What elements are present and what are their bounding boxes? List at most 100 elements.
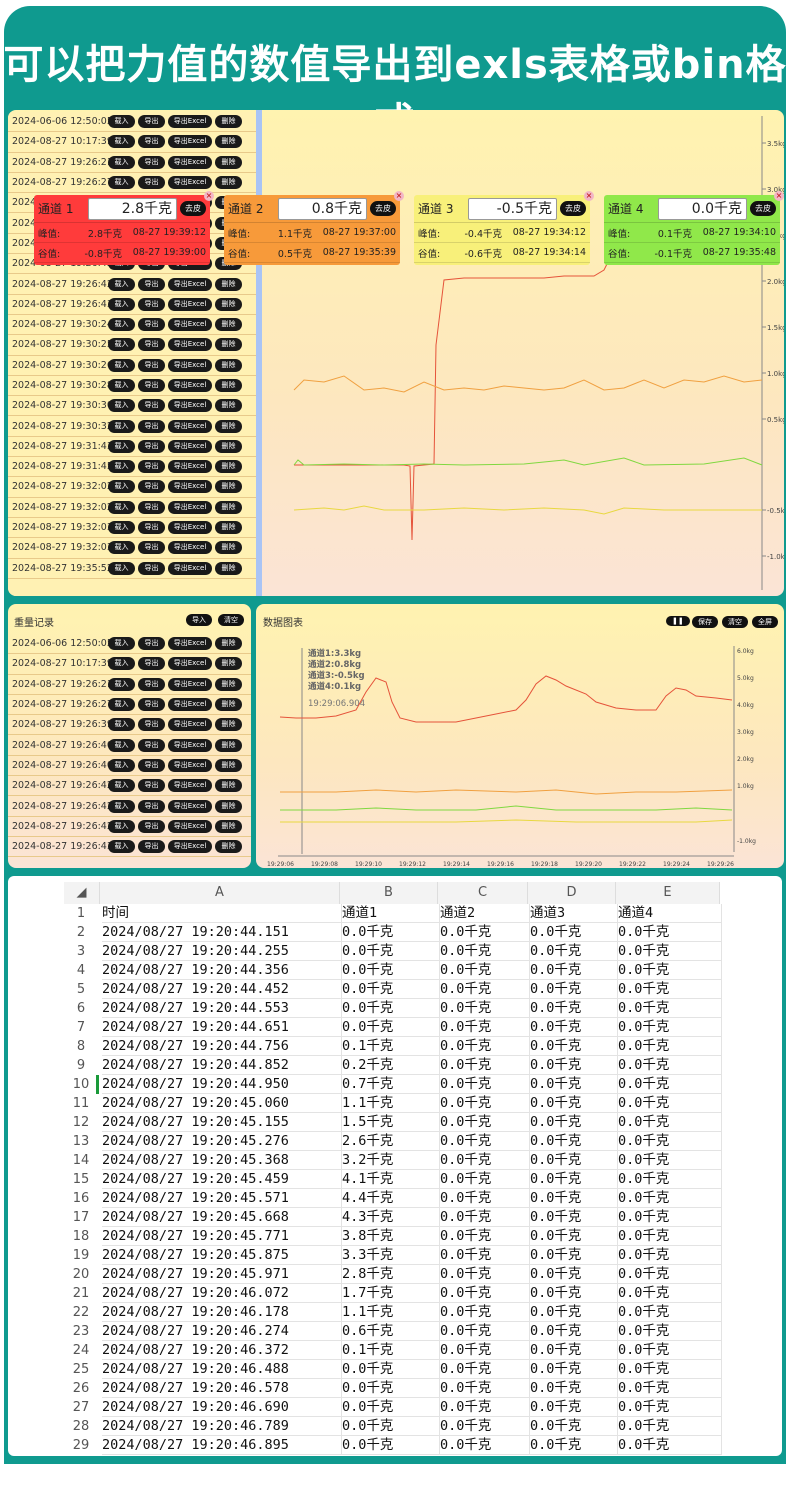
time-cell[interactable]: 2024/08/27 19:20:44.950 [102, 1075, 342, 1094]
export-button[interactable]: 导出 [138, 637, 165, 651]
export-excel-button[interactable]: 导出Excel [168, 135, 212, 149]
delete-button[interactable]: 删除 [215, 677, 242, 691]
export-excel-button[interactable]: 导出Excel [168, 819, 212, 833]
ch4-cell[interactable]: 0.0千克 [618, 1132, 722, 1151]
export-excel-button[interactable]: 导出Excel [168, 677, 212, 691]
export-excel-button[interactable]: 导出Excel [168, 297, 212, 311]
load-button[interactable]: 载入 [108, 358, 135, 372]
ch4-cell[interactable]: 0.0千克 [618, 1284, 722, 1303]
ch2-cell[interactable]: 0.0千克 [440, 1417, 530, 1436]
ch1-cell[interactable]: 0.0千克 [342, 999, 440, 1018]
ch3-cell[interactable]: 0.0千克 [530, 1208, 618, 1227]
delete-button[interactable]: 删除 [215, 338, 242, 352]
export-excel-button[interactable]: 导出Excel [168, 439, 212, 453]
column-header-D[interactable]: D [528, 882, 616, 904]
export-button[interactable]: 导出 [138, 277, 165, 291]
row-number[interactable]: 14 [72, 1153, 90, 1168]
header-cell[interactable]: 时间 [102, 904, 342, 923]
ch4-cell[interactable]: 0.0千克 [618, 1417, 722, 1436]
export-excel-button[interactable]: 导出Excel [168, 657, 212, 671]
ch2-cell[interactable]: 0.0千克 [440, 1208, 530, 1227]
row-number[interactable]: 12 [72, 1115, 90, 1130]
ch3-cell[interactable]: 0.0千克 [530, 1379, 618, 1398]
ch3-cell[interactable]: 0.0千克 [530, 1417, 618, 1436]
export-excel-button[interactable]: 导出Excel [168, 155, 212, 169]
ch1-cell[interactable]: 0.0千克 [342, 942, 440, 961]
load-button[interactable]: 载入 [108, 819, 135, 833]
ch4-cell[interactable]: 0.0千克 [618, 1246, 722, 1265]
ch1-cell[interactable]: 4.3千克 [342, 1208, 440, 1227]
ch2-cell[interactable]: 0.0千克 [440, 1379, 530, 1398]
load-button[interactable]: 载入 [108, 541, 135, 555]
delete-button[interactable]: 删除 [215, 297, 242, 311]
time-cell[interactable]: 2024/08/27 19:20:45.971 [102, 1265, 342, 1284]
row-number[interactable]: 1 [76, 906, 86, 921]
column-header-B[interactable]: B [340, 882, 438, 904]
ch2-cell[interactable]: 0.0千克 [440, 1227, 530, 1246]
ch3-cell[interactable]: 0.0千克 [530, 942, 618, 961]
ch1-cell[interactable]: 1.5千克 [342, 1113, 440, 1132]
clear-chart-button[interactable]: 清空 [722, 616, 748, 628]
time-cell[interactable]: 2024/08/27 19:20:45.571 [102, 1189, 342, 1208]
delete-button[interactable]: 删除 [215, 135, 242, 149]
time-cell[interactable]: 2024/08/27 19:20:45.668 [102, 1208, 342, 1227]
ch3-cell[interactable]: 0.0千克 [530, 1132, 618, 1151]
row-number[interactable]: 11 [72, 1096, 90, 1111]
ch1-cell[interactable]: 0.2千克 [342, 1056, 440, 1075]
ch1-cell[interactable]: 0.0千克 [342, 923, 440, 942]
export-button[interactable]: 导出 [138, 799, 165, 813]
export-button[interactable]: 导出 [138, 358, 165, 372]
delete-button[interactable]: 删除 [215, 657, 242, 671]
export-button[interactable]: 导出 [138, 135, 165, 149]
delete-button[interactable]: 删除 [215, 758, 242, 772]
load-button[interactable]: 载入 [108, 561, 135, 575]
row-number[interactable]: 20 [72, 1267, 90, 1282]
ch4-cell[interactable]: 0.0千克 [618, 999, 722, 1018]
time-cell[interactable]: 2024/08/27 19:20:46.690 [102, 1398, 342, 1417]
row-number[interactable]: 10 [72, 1077, 90, 1092]
ch1-cell[interactable]: 3.3千克 [342, 1246, 440, 1265]
time-cell[interactable]: 2024/08/27 19:20:46.488 [102, 1360, 342, 1379]
ch3-cell[interactable]: 0.0千克 [530, 1322, 618, 1341]
load-button[interactable]: 载入 [108, 657, 135, 671]
ch2-cell[interactable]: 0.0千克 [440, 1018, 530, 1037]
export-excel-button[interactable]: 导出Excel [168, 541, 212, 555]
ch2-cell[interactable]: 0.0千克 [440, 980, 530, 999]
row-number[interactable]: 17 [72, 1210, 90, 1225]
header-cell[interactable]: 通道2 [440, 904, 530, 923]
ch2-cell[interactable]: 0.0千克 [440, 1189, 530, 1208]
row-number[interactable]: 13 [72, 1134, 90, 1149]
time-cell[interactable]: 2024/08/27 19:20:46.072 [102, 1284, 342, 1303]
ch1-cell[interactable]: 2.8千克 [342, 1265, 440, 1284]
row-number[interactable]: 29 [72, 1438, 90, 1453]
fullscreen-button[interactable]: 全屏 [752, 616, 778, 628]
ch3-cell[interactable]: 0.0千克 [530, 1284, 618, 1303]
export-button[interactable]: 导出 [138, 439, 165, 453]
load-button[interactable]: 载入 [108, 297, 135, 311]
export-excel-button[interactable]: 导出Excel [168, 637, 212, 651]
ch2-cell[interactable]: 0.0千克 [440, 1094, 530, 1113]
export-excel-button[interactable]: 导出Excel [168, 460, 212, 474]
row-number[interactable]: 15 [72, 1172, 90, 1187]
ch1-cell[interactable]: 0.7千克 [342, 1075, 440, 1094]
time-cell[interactable]: 2024/08/27 19:20:44.756 [102, 1037, 342, 1056]
pause-button[interactable]: ❚❚ [666, 616, 690, 626]
ch1-cell[interactable]: 0.1千克 [342, 1037, 440, 1056]
ch4-cell[interactable]: 0.0千克 [618, 1151, 722, 1170]
row-number[interactable]: 2 [76, 925, 86, 940]
time-cell[interactable]: 2024/08/27 19:20:46.895 [102, 1436, 342, 1455]
load-button[interactable]: 载入 [108, 176, 135, 190]
ch1-cell[interactable]: 4.1千克 [342, 1170, 440, 1189]
export-button[interactable]: 导出 [138, 500, 165, 514]
export-excel-button[interactable]: 导出Excel [168, 358, 212, 372]
row-number[interactable]: 7 [76, 1020, 86, 1035]
load-button[interactable]: 载入 [108, 419, 135, 433]
row-number[interactable]: 27 [72, 1400, 90, 1415]
header-cell[interactable]: 通道1 [342, 904, 440, 923]
delete-button[interactable]: 删除 [215, 738, 242, 752]
ch4-cell[interactable]: 0.0千克 [618, 1208, 722, 1227]
ch2-cell[interactable]: 0.0千克 [440, 1037, 530, 1056]
ch4-cell[interactable]: 0.0千克 [618, 1360, 722, 1379]
row-number[interactable]: 8 [76, 1039, 86, 1054]
ch1-cell[interactable]: 0.0千克 [342, 961, 440, 980]
